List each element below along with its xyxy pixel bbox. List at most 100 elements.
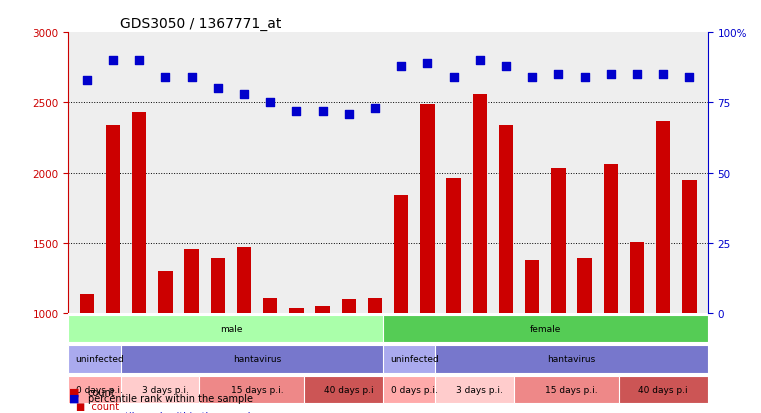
Text: GSM175442: GSM175442	[449, 318, 458, 364]
Point	[395, 63, 407, 70]
Bar	[551, 169, 565, 413]
Text: hantavirus: hantavirus	[233, 355, 282, 363]
Bar	[184, 249, 199, 413]
Text: percentile rank within the sample: percentile rank within the sample	[88, 394, 253, 404]
Text: GSM175441: GSM175441	[423, 318, 432, 364]
Text: GSM175446: GSM175446	[554, 318, 563, 364]
Point	[238, 91, 250, 98]
FancyBboxPatch shape	[435, 376, 524, 403]
Bar	[498, 126, 513, 413]
Text: ■  percentile rank within the sample: ■ percentile rank within the sample	[76, 411, 256, 413]
FancyBboxPatch shape	[619, 376, 708, 403]
FancyBboxPatch shape	[435, 345, 708, 373]
Bar	[289, 308, 304, 413]
Point	[291, 108, 303, 115]
Bar	[656, 121, 670, 413]
FancyBboxPatch shape	[121, 345, 393, 373]
Text: GSM175457: GSM175457	[213, 318, 222, 364]
Text: GDS3050 / 1367771_at: GDS3050 / 1367771_at	[119, 17, 281, 31]
Text: uninfected: uninfected	[75, 355, 124, 363]
Text: 40 days p.i: 40 days p.i	[324, 385, 374, 394]
Bar	[80, 294, 94, 413]
Point	[500, 63, 512, 70]
Text: ■: ■	[68, 393, 79, 403]
Text: GSM175455: GSM175455	[161, 318, 170, 364]
Text: ■  count: ■ count	[76, 401, 119, 411]
Text: GSM175440: GSM175440	[396, 318, 406, 364]
Bar	[368, 298, 382, 413]
FancyBboxPatch shape	[68, 376, 132, 403]
Text: GSM175443: GSM175443	[476, 318, 484, 364]
Bar	[106, 126, 120, 413]
Point	[552, 72, 565, 78]
FancyBboxPatch shape	[304, 376, 393, 403]
Text: GSM175462: GSM175462	[344, 318, 353, 364]
Point	[526, 75, 538, 81]
Text: count: count	[88, 387, 115, 397]
Text: 15 days p.i.: 15 days p.i.	[545, 385, 598, 394]
Point	[657, 72, 669, 78]
Text: hantavirus: hantavirus	[547, 355, 596, 363]
Text: GSM175449: GSM175449	[632, 318, 642, 364]
Text: GSM175448: GSM175448	[607, 318, 616, 364]
Text: 40 days p.i: 40 days p.i	[638, 385, 688, 394]
Point	[81, 77, 93, 84]
Text: GSM175461: GSM175461	[318, 318, 327, 364]
Text: 3 days p.i.: 3 days p.i.	[142, 385, 189, 394]
Text: GSM175450: GSM175450	[659, 318, 667, 364]
Point	[317, 108, 329, 115]
Bar	[682, 180, 696, 413]
Bar	[578, 259, 592, 413]
Point	[133, 58, 145, 64]
Bar	[315, 306, 330, 413]
FancyBboxPatch shape	[68, 315, 393, 342]
Text: GSM175456: GSM175456	[187, 318, 196, 364]
FancyBboxPatch shape	[121, 376, 210, 403]
Text: GSM175445: GSM175445	[527, 318, 537, 364]
FancyBboxPatch shape	[383, 345, 446, 373]
Bar	[237, 247, 251, 413]
Point	[212, 86, 224, 93]
Point	[631, 72, 643, 78]
Text: male: male	[220, 324, 242, 333]
Bar	[420, 104, 435, 413]
Point	[186, 75, 198, 81]
FancyBboxPatch shape	[199, 376, 315, 403]
Bar	[263, 298, 278, 413]
Bar	[132, 113, 146, 413]
Point	[369, 105, 381, 112]
Point	[159, 75, 171, 81]
Text: GSM175459: GSM175459	[266, 318, 275, 364]
Point	[683, 75, 696, 81]
FancyBboxPatch shape	[514, 376, 629, 403]
Text: GSM175451: GSM175451	[685, 318, 694, 364]
Point	[447, 75, 460, 81]
Point	[422, 61, 434, 67]
Text: GSM175458: GSM175458	[240, 318, 249, 364]
Text: 3 days p.i.: 3 days p.i.	[457, 385, 503, 394]
Bar	[525, 260, 540, 413]
FancyBboxPatch shape	[383, 376, 446, 403]
Text: GSM175444: GSM175444	[501, 318, 511, 364]
FancyBboxPatch shape	[68, 345, 132, 373]
Point	[107, 58, 119, 64]
Bar	[211, 259, 225, 413]
Bar	[603, 165, 618, 413]
Bar	[630, 242, 645, 413]
Bar	[394, 196, 409, 413]
FancyBboxPatch shape	[383, 315, 708, 342]
Text: GSM175454: GSM175454	[135, 318, 144, 364]
Bar	[473, 95, 487, 413]
Text: 0 days p.i.: 0 days p.i.	[391, 385, 438, 394]
Point	[342, 111, 355, 118]
Point	[264, 100, 276, 107]
Text: GSM175463: GSM175463	[371, 318, 380, 364]
Text: GSM175453: GSM175453	[109, 318, 117, 364]
Point	[578, 75, 591, 81]
Text: GSM175452: GSM175452	[82, 318, 91, 364]
Point	[473, 58, 486, 64]
Text: female: female	[530, 324, 561, 333]
Bar	[342, 299, 356, 413]
Text: ■: ■	[68, 387, 79, 396]
Bar	[158, 271, 173, 413]
